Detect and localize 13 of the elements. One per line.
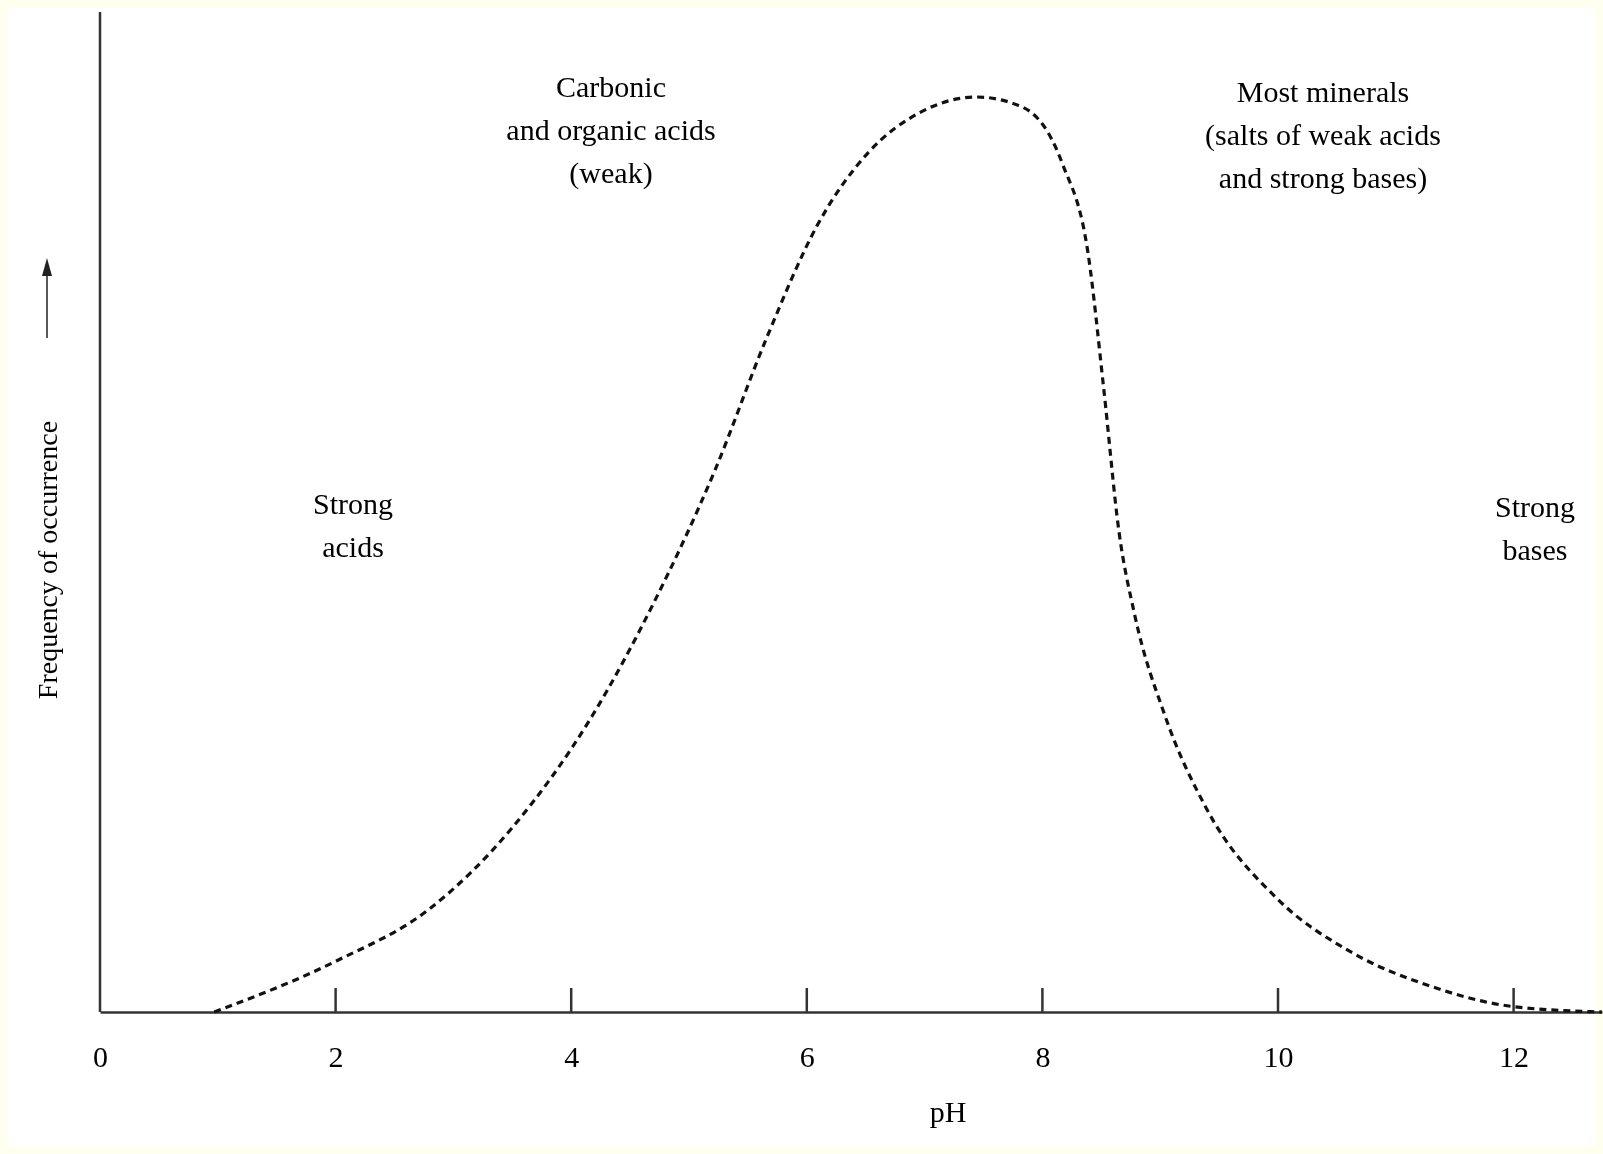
x-tick-label: 0 xyxy=(93,1040,108,1074)
x-tick-label: 4 xyxy=(564,1040,580,1074)
annotation: Carbonic and organic acids (weak) xyxy=(506,70,716,190)
x-axis-title: pH xyxy=(929,1095,967,1128)
x-tick-label: 8 xyxy=(1035,1040,1051,1074)
x-tick-label: 10 xyxy=(1263,1040,1294,1074)
x-tick-label: 6 xyxy=(799,1040,815,1074)
x-tick-label: 12 xyxy=(1499,1040,1530,1074)
y-axis-title: Frequency of occurrence xyxy=(32,420,63,700)
annotation: Strong acids xyxy=(312,487,394,563)
annotation: Most minerals (salts of weak acids and strong bases) xyxy=(1205,75,1441,195)
annotation: Strong bases xyxy=(1494,490,1576,566)
x-tick-label: 2 xyxy=(328,1040,344,1074)
